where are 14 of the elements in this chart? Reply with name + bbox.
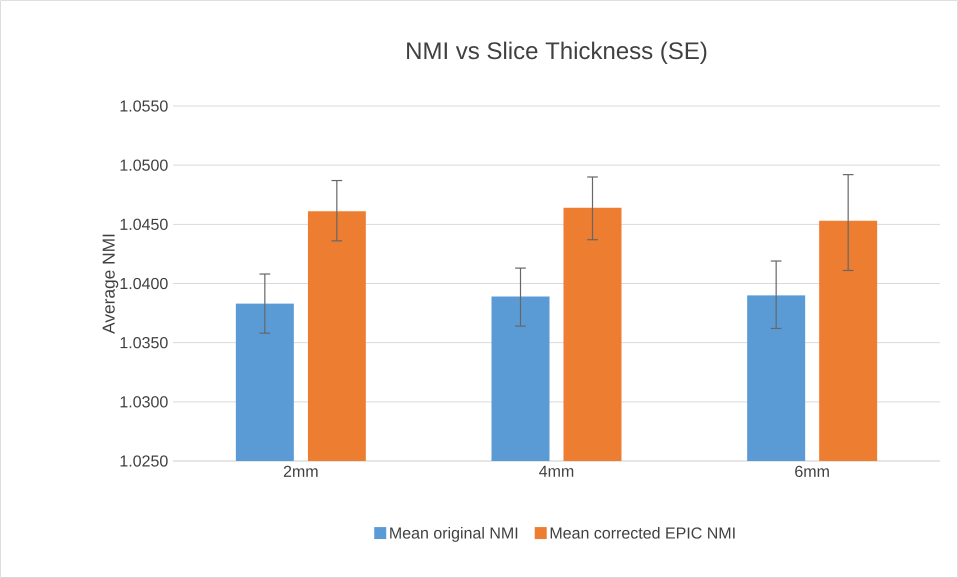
legend-label: Mean corrected EPIC NMI bbox=[550, 526, 735, 539]
x-tick-label: 6mm bbox=[795, 466, 829, 478]
x-tick-label: 4mm bbox=[539, 466, 574, 477]
y-tick-label: 1.0500 bbox=[120, 160, 168, 171]
y-tick-label: 1.0450 bbox=[120, 218, 168, 230]
y-tick-label: 1.0400 bbox=[120, 278, 168, 290]
y-tick-label: 1.0550 bbox=[120, 100, 168, 112]
legend-label: Mean original NMI bbox=[390, 526, 518, 542]
y-tick-label: 1.0350 bbox=[120, 337, 168, 348]
y-tick-label: 1.0250 bbox=[120, 455, 168, 467]
chart-title: NMI vs Slice Thickness (SE) bbox=[407, 42, 706, 64]
y-axis-title: Average NMI bbox=[102, 234, 118, 334]
y-tick-label: 1.0300 bbox=[120, 396, 168, 408]
x-tick-label: 2mm bbox=[284, 466, 318, 477]
